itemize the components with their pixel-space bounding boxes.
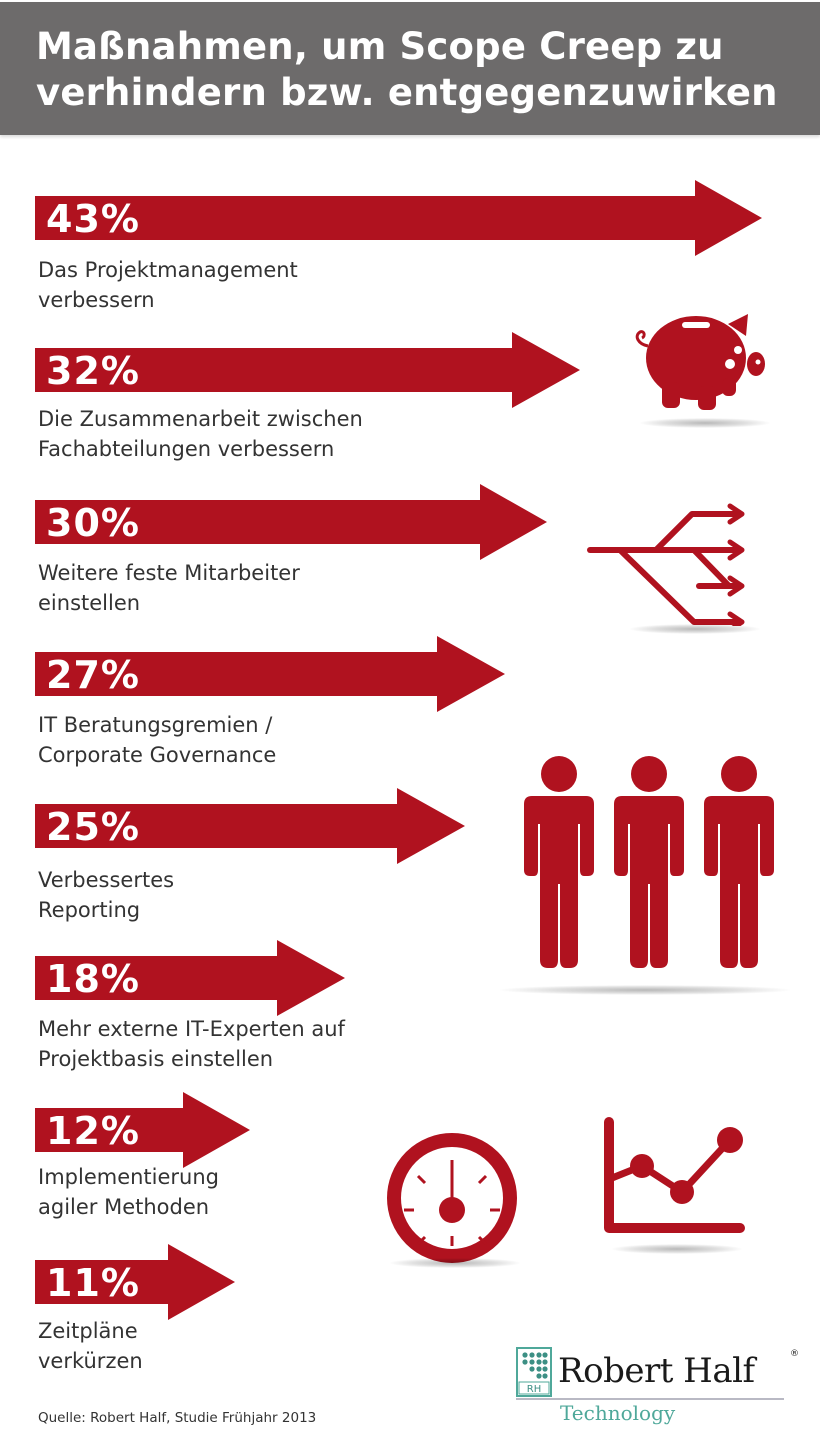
robert-half-logo: RH Robert Half ® Technology: [516, 1345, 806, 1435]
rh-logo-mark: RH: [516, 1347, 552, 1397]
title-line-2: verhindern bzw. entgegenzuwirken: [36, 71, 778, 114]
bar-label: IT Beratungsgremien / Corporate Governanc…: [38, 713, 277, 767]
page-title: Maßnahmen, um Scope Creep zu verhindern …: [36, 24, 816, 116]
bar-row-18: 18% Mehr externe IT-Experten auf Projektb…: [0, 940, 820, 1080]
bar-value: 32%: [46, 349, 140, 393]
bar-row-12: 12% Implementierung agiler Methoden: [0, 1092, 820, 1232]
bar-label: Die Zusammenarbeit zwischen Fachabteilung…: [38, 407, 363, 461]
bar-row-30: 30% Weitere feste Mitarbeiter einstellen: [0, 484, 820, 624]
bar-value: 18%: [46, 957, 140, 1001]
bar-value: 25%: [46, 805, 140, 849]
line-chart-icon: [604, 1117, 745, 1233]
bar-value: 11%: [46, 1261, 140, 1305]
bar-value: 12%: [46, 1109, 140, 1153]
logo-divider: [516, 1398, 784, 1400]
bar-value: 30%: [46, 501, 140, 545]
svg-text:RH: RH: [527, 1384, 541, 1395]
arrow-bar-18: [35, 940, 345, 1016]
arrow-bar-27: [35, 636, 505, 712]
bar-value: 27%: [46, 653, 140, 697]
bar-value: 43%: [46, 197, 140, 241]
bar-row-43: 43% Das Projektmanagement verbessern: [0, 180, 820, 320]
three-people-icon: [524, 756, 774, 968]
three-people-shadow: [500, 985, 790, 995]
bar-row-11: 11% Zeitpläne verkürzen: [0, 1244, 820, 1384]
title-bar: Maßnahmen, um Scope Creep zu verhindern …: [0, 2, 820, 135]
piggy-bank-icon: [635, 314, 765, 410]
bar-label: Verbessertes Reporting: [38, 868, 175, 922]
bar-label: Weitere feste Mitarbeiter einstellen: [38, 561, 300, 615]
logo-registered-mark: ®: [790, 1349, 799, 1359]
stopwatch-shadow: [390, 1258, 520, 1268]
bar-label: Implementierung agiler Methoden: [38, 1165, 219, 1219]
bar-label: Mehr externe IT-Experten auf Projektbasis…: [38, 1017, 345, 1071]
stopwatch-icon: [387, 1133, 517, 1263]
piggy-bank-shadow: [640, 418, 770, 428]
line-chart-shadow: [612, 1244, 742, 1254]
bar-label: Das Projektmanagement verbessern: [38, 258, 298, 312]
bar-row-32: 32% Die Zusammenarbeit zwischen Fachabtei…: [0, 332, 820, 472]
arrow-bar-43: [35, 180, 762, 256]
bar-label: Zeitpläne verkürzen: [38, 1319, 143, 1373]
arrow-bar-12: [35, 1092, 250, 1168]
arrow-bar-11: [35, 1244, 235, 1320]
arrow-bar-30: [35, 484, 547, 560]
logo-subtitle: Technology: [560, 1401, 676, 1425]
source-note: Quelle: Robert Half, Studie Frühjahr 201…: [38, 1410, 317, 1426]
arrow-bar-32: [35, 332, 580, 408]
title-line-1: Maßnahmen, um Scope Creep zu: [36, 25, 724, 68]
bar-row-27: 27% IT Beratungsgremien / Corporate Gover…: [0, 636, 820, 776]
branching-arrows-shadow: [630, 624, 760, 634]
arrow-bar-25: [35, 788, 465, 864]
bar-row-25: 25% Verbessertes Reporting: [0, 788, 820, 928]
logo-name: Robert Half: [558, 1351, 755, 1391]
branching-arrows-icon: [587, 503, 745, 626]
